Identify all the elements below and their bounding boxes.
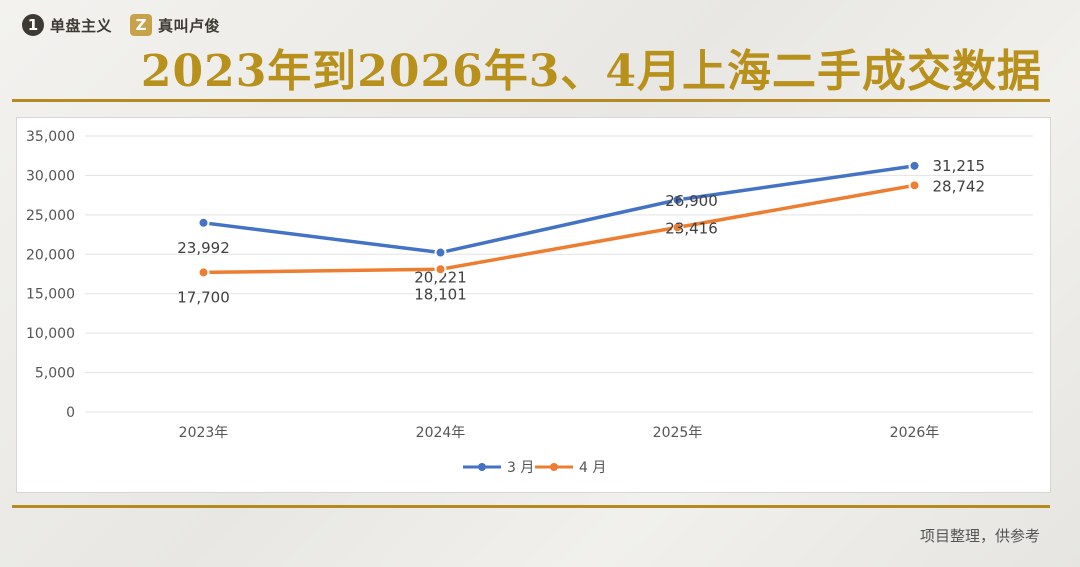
data-label: 20,221 [414, 269, 467, 287]
data-point [671, 221, 684, 234]
data-label: 28,742 [933, 177, 986, 195]
y-tick-label: 15,000 [26, 287, 75, 303]
brand-logo-1: 1 [22, 14, 44, 36]
chart-panel: 0 5,000 10,000 15,000 20,000 25,000 30,000 35,0… [16, 117, 1051, 493]
page-title: 2023年到2026年3、4月上海二手成交数据 [140, 46, 1042, 97]
data-label: 23,992 [177, 239, 230, 257]
x-tick-label: 2024年 [416, 425, 466, 441]
legend-label: 3 月 [507, 460, 534, 476]
data-label: 31,215 [933, 157, 986, 175]
y-tick-label: 5,000 [35, 366, 75, 382]
data-label: 17,700 [177, 288, 230, 306]
y-tick-label: 20,000 [26, 247, 75, 263]
footer-divider [12, 505, 1050, 508]
y-tick-label: 0 [66, 405, 75, 421]
legend-marker [478, 463, 486, 471]
data-point [434, 263, 447, 276]
brand-bar: 1 单盘主义 Z 真叫卢俊 [22, 12, 232, 38]
data-label: 23,416 [665, 219, 718, 237]
series-line-1 [201, 164, 917, 255]
x-tick-label: 2026年 [890, 425, 940, 441]
title-divider [12, 99, 1050, 102]
brand-name-2: 真叫卢俊 [158, 16, 221, 35]
data-point [908, 179, 921, 192]
y-tick-label: 30,000 [26, 168, 75, 184]
data-point [434, 246, 447, 259]
x-tick-label: 2025年 [653, 425, 703, 441]
data-point [671, 193, 684, 206]
data-point [197, 216, 210, 229]
y-tick-label: 35,000 [26, 129, 75, 145]
data-label: 26,900 [665, 192, 718, 210]
data-label: 18,101 [414, 285, 467, 303]
series-line-2 [201, 183, 917, 275]
legend-marker [550, 463, 558, 471]
x-tick-label: 2023年 [179, 425, 229, 441]
brand-logo-2: Z [130, 14, 153, 36]
y-tick-label: 25,000 [26, 208, 75, 224]
data-point [197, 266, 210, 279]
y-tick-label: 10,000 [26, 326, 75, 342]
legend-label: 4 月 [579, 460, 606, 476]
footer-note: 项目整理，供参考 [919, 527, 1040, 545]
line-chart: 0 5,000 10,000 15,000 20,000 25,000 30,000 35,0… [26, 129, 1033, 476]
brand-name-1: 单盘主义 [50, 16, 113, 35]
data-point [908, 159, 921, 172]
